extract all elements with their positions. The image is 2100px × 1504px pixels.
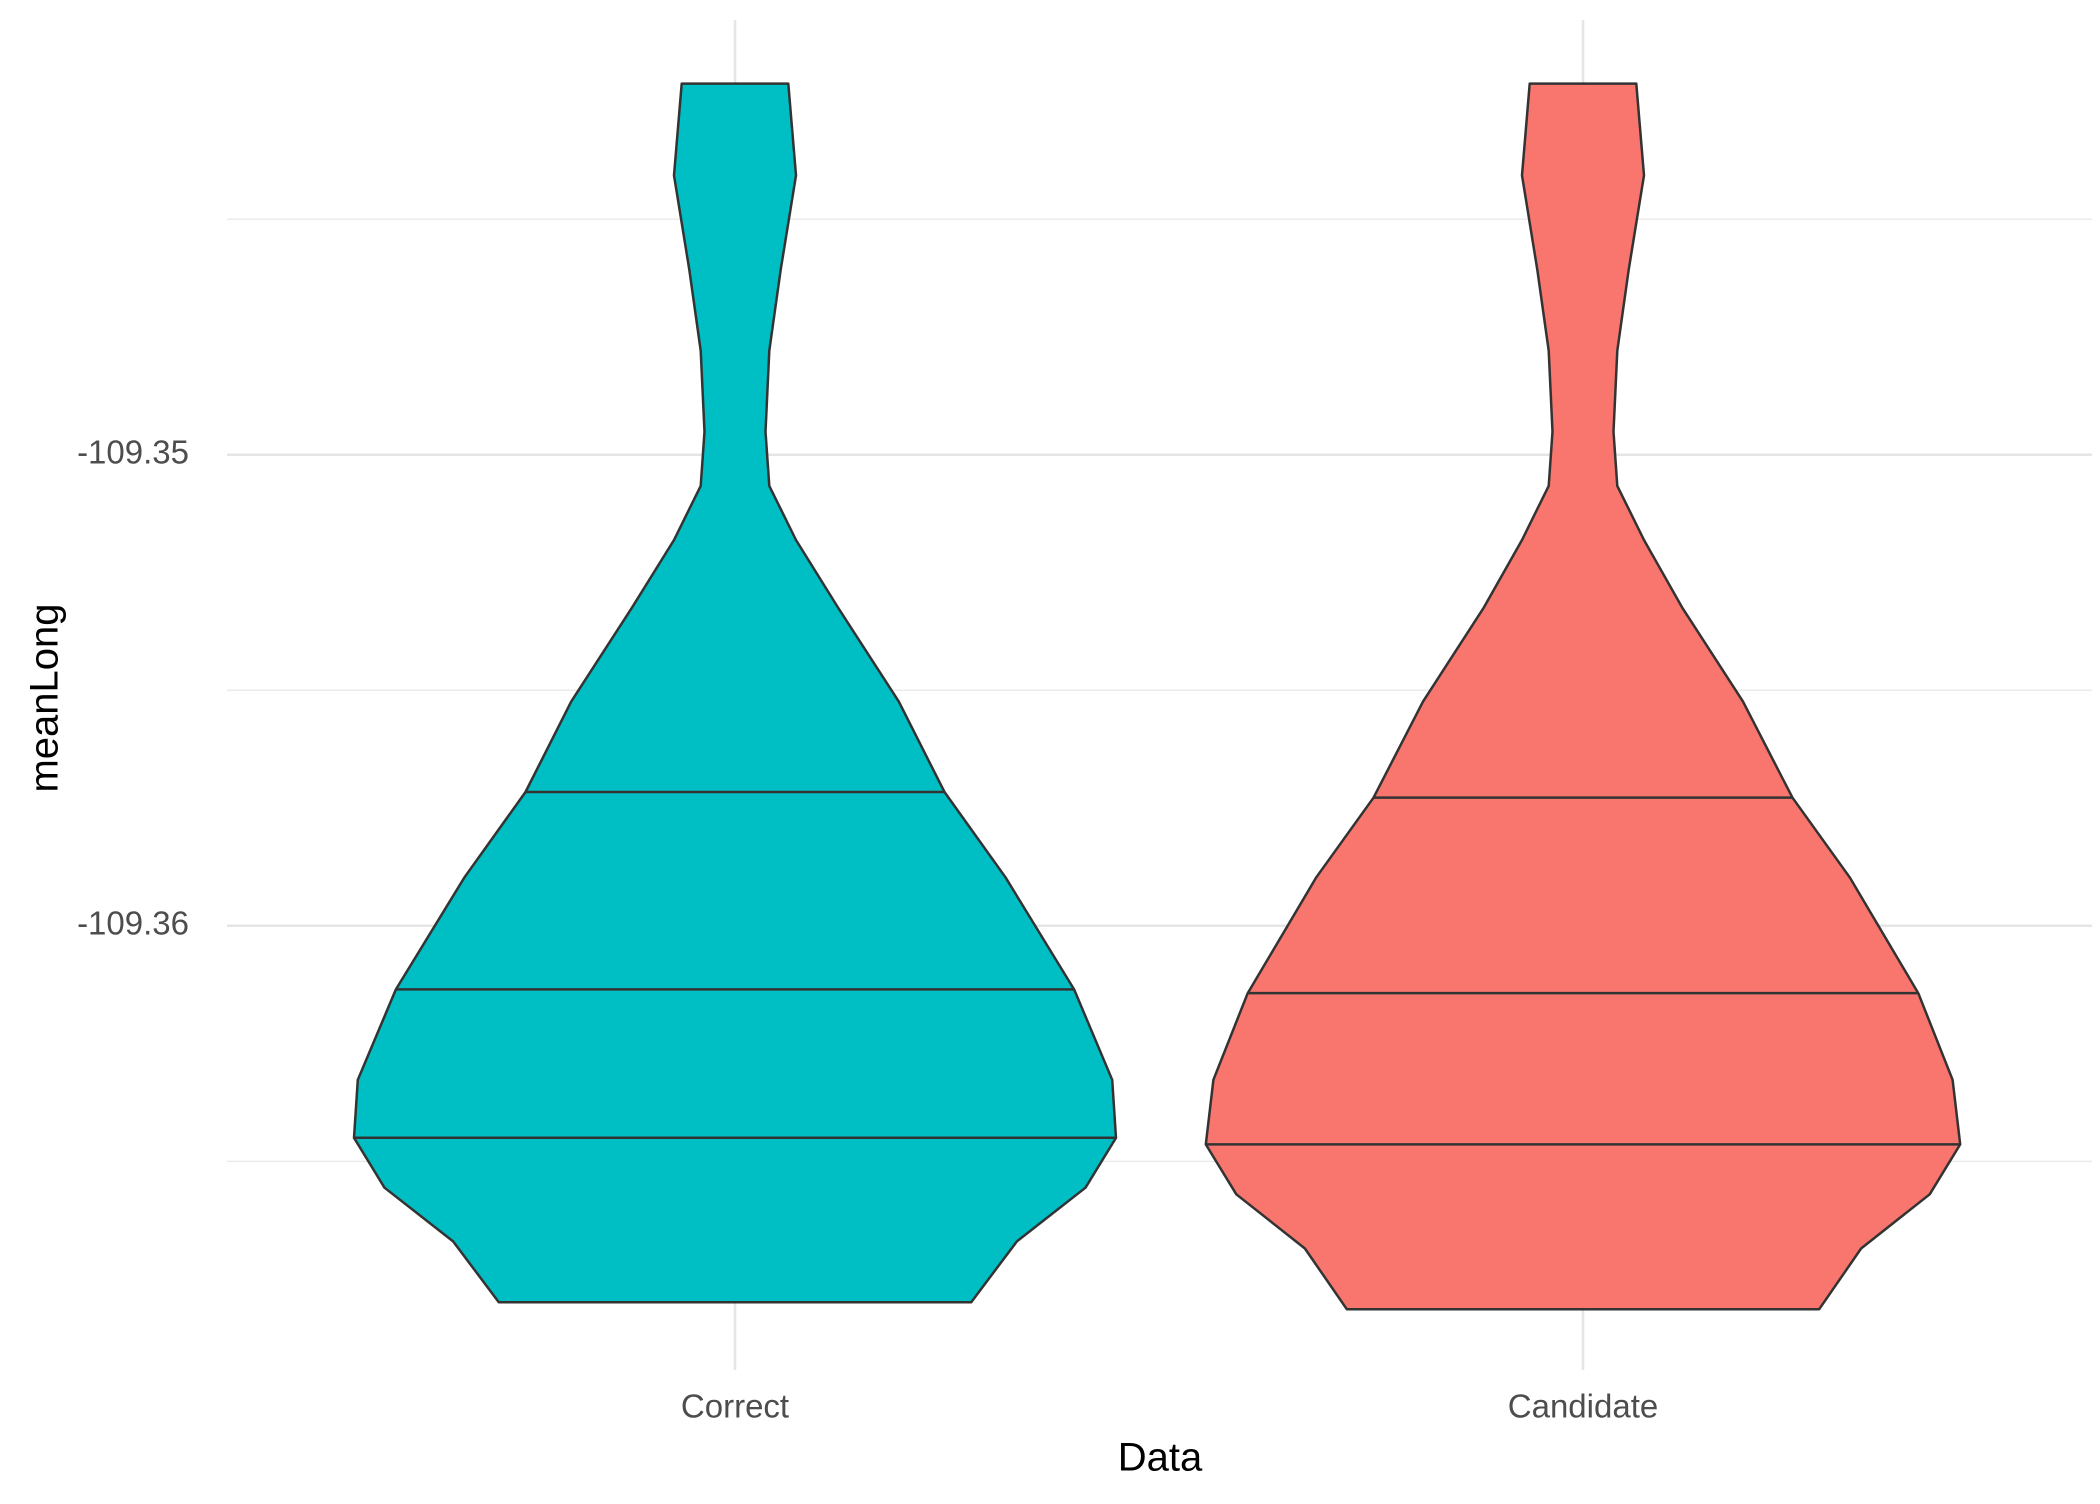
y-axis-title: meanLong <box>23 603 67 792</box>
x-tick-label: Candidate <box>1508 1388 1658 1425</box>
violin <box>1204 82 1962 1311</box>
y-tick-label: -109.36 <box>77 905 189 942</box>
y-tick-label: -109.35 <box>77 433 189 470</box>
violin <box>352 82 1118 1304</box>
x-tick-label: Correct <box>681 1388 789 1425</box>
x-axis-title: Data <box>1118 1436 1203 1480</box>
